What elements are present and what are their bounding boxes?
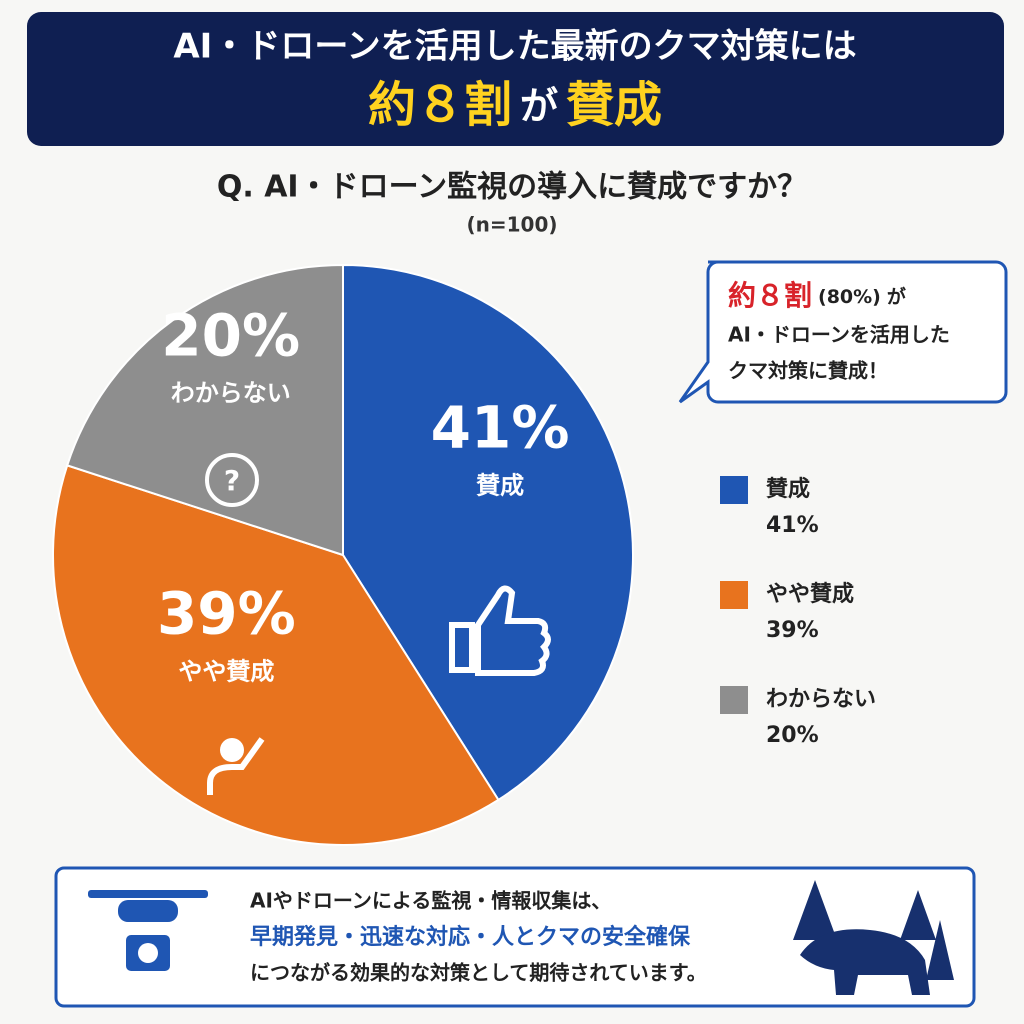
legend-label: わからない xyxy=(766,687,876,712)
footer-line1: AIやドローンによる監視・情報収集は、 xyxy=(250,889,611,913)
callout-highlight: 約８割 xyxy=(728,279,812,312)
slice-value-label: 41% xyxy=(431,394,570,462)
header-highlight: 約８割が賛成 xyxy=(368,77,662,133)
drone-icon xyxy=(88,890,208,971)
highlight: 賛成 xyxy=(566,77,662,133)
slice-category-label: 賛成 xyxy=(476,471,524,499)
person-icon xyxy=(207,737,265,795)
slice-icons: ? xyxy=(205,453,551,795)
footer-box xyxy=(54,866,976,1008)
slice-category-label: やや賛成 xyxy=(178,657,274,685)
legend-value: 41% xyxy=(766,513,819,538)
connector: が xyxy=(520,84,558,128)
callout-connector: が xyxy=(887,285,906,308)
legend-swatch xyxy=(720,686,748,714)
person-icon xyxy=(220,738,244,762)
pie-slice xyxy=(342,263,634,802)
slice-category-label: わからない xyxy=(171,379,291,407)
chart-subtitle: (n=100) xyxy=(466,213,557,237)
callout-line1: 約８割 (80%) が xyxy=(728,279,906,312)
slice-value-label: 39% xyxy=(157,580,296,648)
callout-line2: AI・ドローンを活用した xyxy=(728,323,950,347)
callout-line3: クマ対策に賛成！ xyxy=(728,359,888,383)
question-mark: ? xyxy=(224,464,240,497)
slice-value-label: 20% xyxy=(161,301,300,369)
callout-box xyxy=(678,260,1008,404)
callout-percent: (80%) xyxy=(818,286,881,308)
callout: 約８割 (80%) が AI・ドローンを活用した クマ対策に賛成！ xyxy=(678,260,1008,404)
legend: 賛成 41% やや賛成 39% わからない 20% xyxy=(720,476,876,748)
legend-label: やや賛成 xyxy=(766,582,854,607)
pie: 41% 賛成 39% やや賛成 20% わからない xyxy=(52,263,634,846)
bear-trees-icon xyxy=(793,880,954,995)
highlight: 約８割 xyxy=(368,77,512,133)
pie-slice xyxy=(52,464,500,846)
question-icon xyxy=(205,453,259,507)
footer-line2: 早期発見・迅速な対応・人とクマの安全確保 xyxy=(250,924,691,950)
thumbs-up-icon xyxy=(449,585,551,676)
header-banner xyxy=(27,12,1004,146)
legend-value: 39% xyxy=(766,618,819,643)
legend-label: 賛成 xyxy=(766,477,810,502)
footer-line3: につながる効果的な対策として期待されています。 xyxy=(250,961,707,985)
pie-slice xyxy=(65,263,344,557)
header-title: AI・ドローンを活用した最新のクマ対策には xyxy=(173,27,856,67)
chart-title: Q. AI・ドローン監視の導入に賛成ですか？ xyxy=(217,170,807,205)
legend-swatch xyxy=(720,476,748,504)
legend-swatch xyxy=(720,581,748,609)
legend-value: 20% xyxy=(766,723,819,748)
